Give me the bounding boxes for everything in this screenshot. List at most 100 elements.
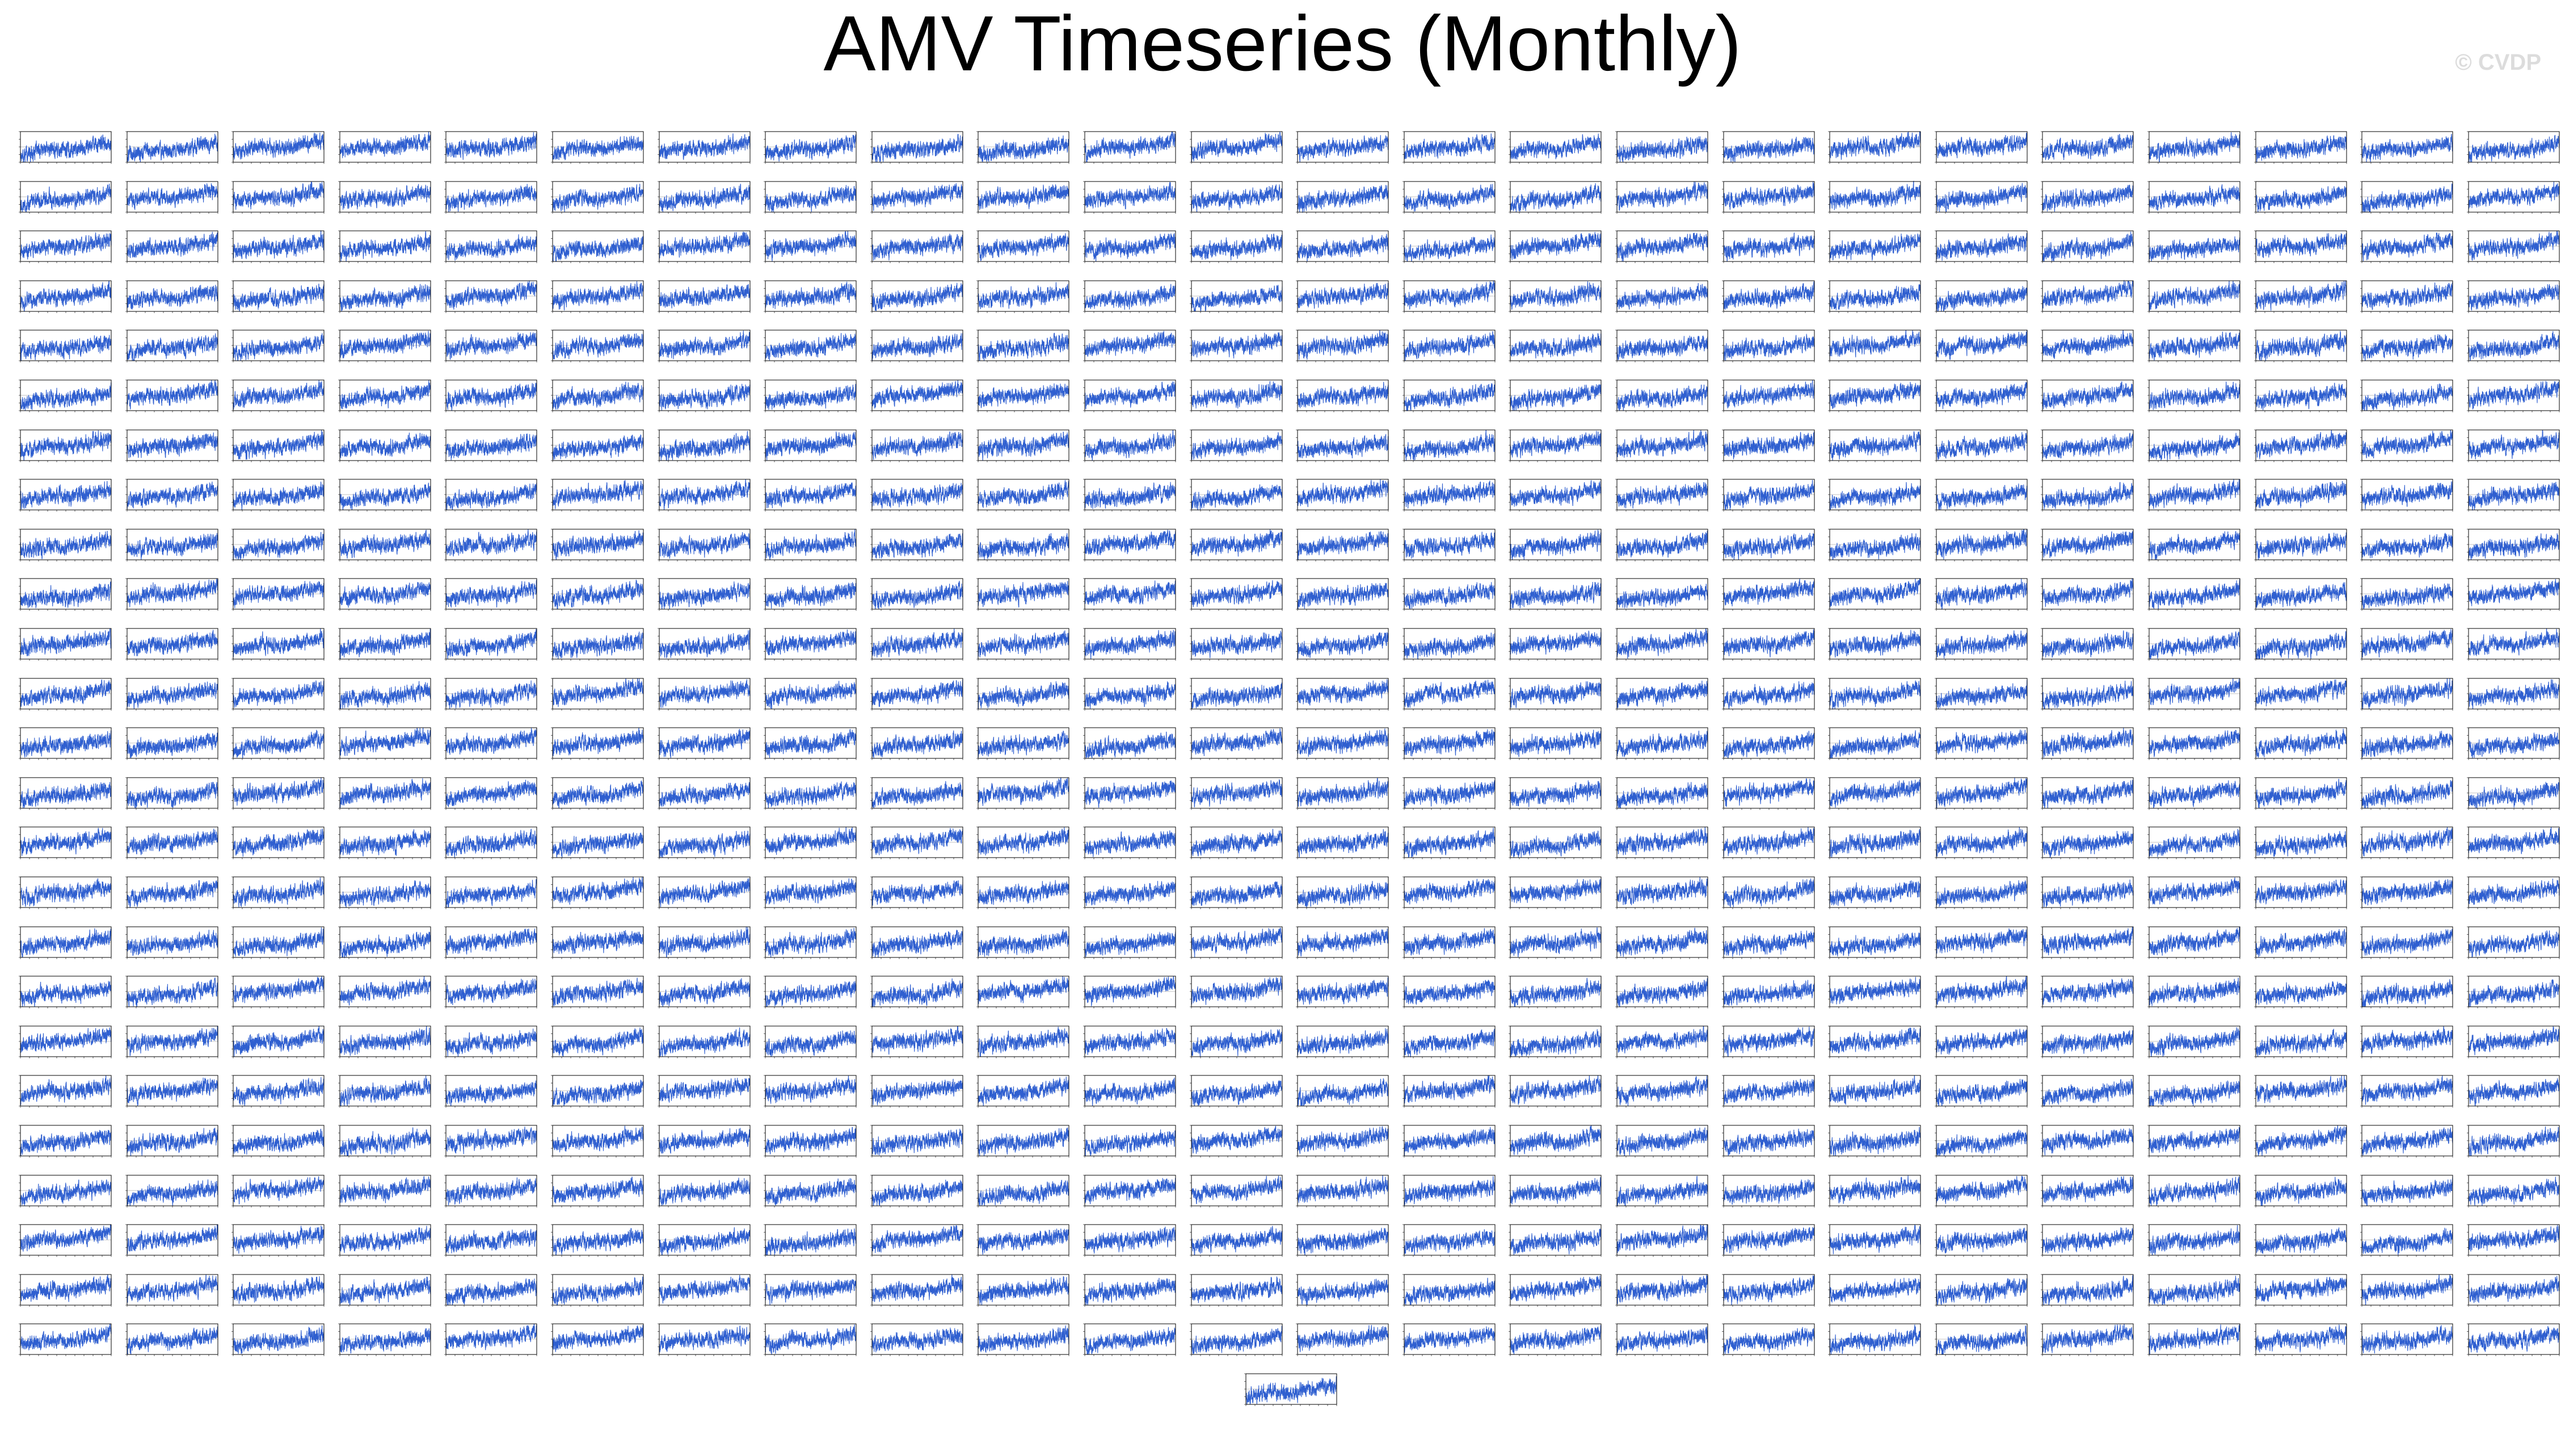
panel-plot — [1081, 229, 1179, 267]
panel-plot — [443, 428, 540, 466]
panel-plot — [869, 179, 966, 218]
series-line — [1298, 282, 1388, 309]
timeseries-panel — [2358, 477, 2456, 516]
panel-plot — [1720, 477, 1818, 516]
timeseries-panel — [1507, 278, 1604, 317]
series-line — [2149, 433, 2240, 461]
timeseries-panel — [1720, 328, 1818, 366]
timeseries-panel — [2039, 428, 2137, 466]
panel-plot — [2252, 378, 2350, 416]
panel-plot — [975, 378, 1072, 416]
panel-plot — [1401, 179, 1498, 218]
timeseries-panel — [1614, 527, 1711, 565]
panel-plot — [975, 129, 1072, 168]
panel-plot — [1507, 527, 1604, 565]
timeseries-panel — [549, 179, 647, 218]
timeseries-panel — [1081, 576, 1179, 615]
panel-plot — [2465, 527, 2563, 565]
timeseries-panel — [2146, 576, 2243, 615]
series-line — [340, 132, 431, 158]
series-line — [1936, 330, 2027, 360]
panel-plot — [1826, 576, 1924, 615]
series-line — [1191, 580, 1282, 607]
panel-plot — [656, 129, 753, 168]
timeseries-panel — [1507, 179, 1604, 218]
timeseries-panel — [1720, 278, 1818, 317]
series-line — [127, 579, 218, 607]
series-line — [978, 282, 1069, 309]
series-line — [659, 431, 750, 460]
panel-plot — [1933, 179, 2031, 218]
series-line — [1085, 581, 1176, 606]
timeseries-panel — [443, 477, 540, 516]
series-line — [1830, 482, 1920, 509]
panel-plot — [1720, 576, 1818, 615]
series-line — [20, 481, 111, 509]
panel-plot — [230, 428, 327, 466]
panel-plot — [336, 527, 434, 565]
series-line — [1510, 530, 1601, 560]
timeseries-panel — [2358, 179, 2456, 218]
timeseries-panel — [336, 129, 434, 168]
panel-plot — [336, 477, 434, 516]
panel-plot — [549, 278, 647, 317]
panel-plot — [1081, 576, 1179, 615]
timeseries-panel — [869, 179, 966, 218]
series-line — [553, 334, 643, 360]
series-line — [2149, 132, 2240, 162]
timeseries-panel — [124, 576, 221, 615]
panel-plot — [1933, 428, 2031, 466]
timeseries-panel — [1401, 576, 1498, 615]
series-line — [20, 383, 111, 411]
timeseries-panel — [1188, 278, 1286, 317]
panel-plot — [2358, 278, 2456, 317]
timeseries-panel — [1507, 428, 1604, 466]
timeseries-panel — [1720, 576, 1818, 615]
panel-plot — [1188, 477, 1286, 516]
series-line — [127, 183, 218, 210]
panel-plot — [17, 278, 115, 317]
timeseries-panel — [2252, 179, 2350, 218]
panel-plot — [869, 527, 966, 565]
timeseries-panel — [656, 378, 753, 416]
panel-plot — [1614, 477, 1711, 516]
series-line — [1724, 137, 1814, 162]
timeseries-panel — [1720, 428, 1818, 466]
timeseries-panel — [1933, 378, 2031, 416]
timeseries-panel — [124, 278, 221, 317]
series-line — [1191, 529, 1282, 556]
series-line — [553, 434, 643, 460]
series-line — [2469, 381, 2559, 410]
timeseries-panel — [656, 278, 753, 317]
series-line — [872, 334, 963, 361]
panel-plot — [1826, 378, 1924, 416]
timeseries-panel — [549, 527, 647, 565]
timeseries-panel — [869, 328, 966, 366]
timeseries-panel — [1933, 229, 2031, 267]
timeseries-panel — [1188, 328, 1286, 366]
timeseries-panel — [1188, 378, 1286, 416]
timeseries-panel — [2252, 428, 2350, 466]
panel-plot — [124, 378, 221, 416]
panel-plot — [1401, 229, 1498, 267]
panel-plot — [2358, 378, 2456, 416]
panel-plot — [336, 179, 434, 218]
panel-plot — [443, 179, 540, 218]
timeseries-panel — [1081, 179, 1179, 218]
panel-plot — [443, 477, 540, 516]
series-line — [1724, 533, 1814, 559]
panel-plot — [975, 229, 1072, 267]
panel-plot — [1401, 576, 1498, 615]
timeseries-panel — [1294, 328, 1392, 366]
timeseries-panel — [1826, 129, 1924, 168]
panel-plot — [1614, 179, 1711, 218]
timeseries-panel — [656, 229, 753, 267]
panel-plot — [336, 129, 434, 168]
timeseries-panel — [1081, 378, 1179, 416]
panel-plot — [1294, 378, 1392, 416]
panel-plot — [2252, 428, 2350, 466]
series-line — [2362, 282, 2453, 310]
panel-plot — [1188, 328, 1286, 366]
panel-plot — [1188, 378, 1286, 416]
